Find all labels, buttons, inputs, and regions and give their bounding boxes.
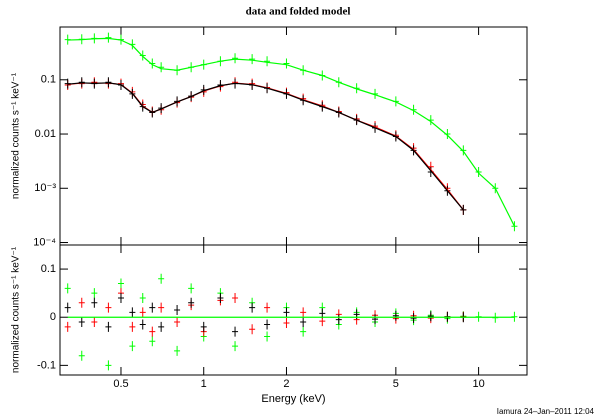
data-point bbox=[200, 321, 207, 332]
x-tick-label: 10 bbox=[472, 378, 484, 390]
data-point bbox=[217, 292, 224, 303]
data-point bbox=[392, 310, 399, 321]
chart-title: data and folded model bbox=[246, 6, 351, 18]
data-point bbox=[158, 302, 165, 313]
plot-frame bbox=[59, 244, 528, 376]
y-tick-label: 0.01 bbox=[35, 128, 56, 140]
data-point bbox=[91, 297, 98, 308]
data-point bbox=[264, 319, 271, 330]
y-axis-label: normalized counts s⁻¹ keV⁻¹ bbox=[11, 72, 22, 199]
data-point bbox=[232, 326, 239, 337]
data-point bbox=[188, 297, 195, 308]
data-point bbox=[353, 309, 360, 320]
data-point bbox=[91, 288, 98, 299]
data-point bbox=[139, 307, 146, 318]
data-point bbox=[117, 278, 124, 289]
data-point bbox=[139, 319, 146, 330]
data-point bbox=[232, 341, 239, 352]
data-point bbox=[475, 166, 482, 177]
data-point bbox=[300, 307, 307, 318]
data-point bbox=[264, 56, 271, 67]
data-point bbox=[78, 297, 85, 308]
plot-frame bbox=[59, 26, 528, 246]
data-point bbox=[249, 302, 256, 313]
model-line bbox=[67, 82, 464, 211]
data-point bbox=[264, 302, 271, 313]
data-point bbox=[232, 53, 239, 64]
data-point bbox=[283, 318, 290, 328]
model-line bbox=[67, 37, 515, 227]
x-axis-label: Energy (keV) bbox=[261, 393, 325, 405]
data-point bbox=[283, 307, 290, 318]
x-tick-label: 0.5 bbox=[113, 378, 128, 390]
footer: Iamura 24–Jan–2011 12:04 bbox=[497, 407, 595, 416]
data-point bbox=[105, 32, 112, 43]
data-point bbox=[264, 331, 271, 342]
data-point bbox=[511, 221, 518, 232]
x-tick-label: 2 bbox=[283, 378, 289, 390]
y-tick-label: 0.1 bbox=[41, 74, 56, 86]
data-point bbox=[427, 311, 434, 322]
data-point bbox=[335, 314, 342, 325]
data-point bbox=[410, 313, 417, 324]
data-point bbox=[149, 326, 156, 337]
model-line bbox=[67, 82, 464, 211]
data-point bbox=[105, 360, 112, 371]
x-tick-label: 5 bbox=[393, 378, 399, 390]
y-tick-label: 0 bbox=[50, 311, 56, 323]
data-point bbox=[64, 321, 71, 332]
data-point bbox=[158, 321, 165, 332]
data-point bbox=[232, 292, 239, 303]
data-point bbox=[249, 54, 256, 65]
data-point bbox=[283, 58, 290, 69]
data-point bbox=[78, 350, 85, 361]
data-point bbox=[91, 317, 98, 328]
data-point bbox=[129, 307, 136, 318]
data-point bbox=[174, 305, 181, 315]
data-point bbox=[105, 321, 112, 332]
data-point bbox=[149, 336, 156, 347]
data-point bbox=[139, 292, 146, 303]
data-point bbox=[249, 324, 256, 335]
y-tick-label: 10⁻⁴ bbox=[33, 236, 56, 248]
data-point bbox=[129, 321, 136, 332]
y-tick-label: 10⁻³ bbox=[34, 182, 56, 194]
data-point bbox=[460, 145, 467, 156]
data-point bbox=[372, 314, 379, 325]
data-point bbox=[300, 317, 307, 328]
data-point bbox=[174, 345, 181, 356]
x-tick-label: 1 bbox=[201, 378, 207, 390]
y-axis-label: normalized counts s⁻¹ keV⁻¹ bbox=[11, 246, 22, 373]
y-tick-label: -0.1 bbox=[37, 359, 56, 371]
data-point bbox=[117, 292, 124, 303]
data-point bbox=[174, 317, 181, 328]
data-point bbox=[105, 302, 112, 313]
data-point bbox=[78, 317, 85, 328]
data-point bbox=[300, 326, 307, 337]
data-point bbox=[129, 341, 136, 352]
data-point bbox=[64, 302, 71, 313]
data-point bbox=[64, 283, 71, 294]
data-point bbox=[149, 302, 156, 313]
data-point bbox=[188, 283, 195, 294]
data-point bbox=[158, 273, 165, 284]
y-tick-label: 0.1 bbox=[41, 263, 56, 275]
